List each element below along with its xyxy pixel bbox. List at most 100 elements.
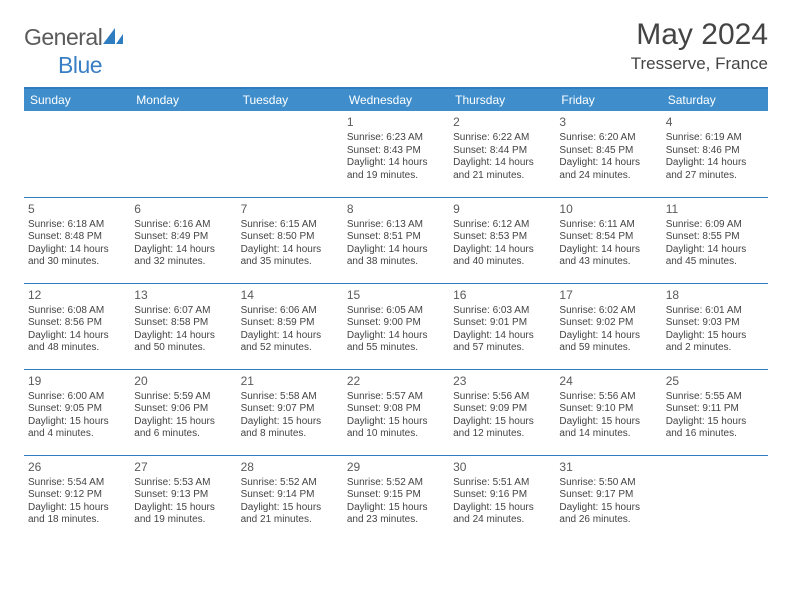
sunrise-line: Sunrise: 5:59 AM <box>134 391 232 404</box>
sunrise-line: Sunrise: 5:56 AM <box>559 391 657 404</box>
sunrise-line: Sunrise: 6:09 AM <box>666 219 764 232</box>
sunset-line: Sunset: 8:55 PM <box>666 231 764 244</box>
day-cell: 30Sunrise: 5:51 AMSunset: 9:16 PMDayligh… <box>449 455 555 541</box>
logo: GeneralBlue <box>24 18 123 79</box>
sunset-line: Sunset: 8:58 PM <box>134 317 232 330</box>
sunrise-line: Sunrise: 6:13 AM <box>347 219 445 232</box>
daylight-line: Daylight: 14 hours and 50 minutes. <box>134 330 232 355</box>
sunrise-line: Sunrise: 6:15 AM <box>241 219 339 232</box>
daylight-line: Daylight: 14 hours and 40 minutes. <box>453 244 551 269</box>
day-cell: 2Sunrise: 6:22 AMSunset: 8:44 PMDaylight… <box>449 111 555 197</box>
sunset-line: Sunset: 9:07 PM <box>241 403 339 416</box>
day-number: 18 <box>666 288 764 305</box>
sunrise-line: Sunrise: 5:58 AM <box>241 391 339 404</box>
sunset-line: Sunset: 8:59 PM <box>241 317 339 330</box>
week-row: 12Sunrise: 6:08 AMSunset: 8:56 PMDayligh… <box>24 283 768 369</box>
day-cell: 4Sunrise: 6:19 AMSunset: 8:46 PMDaylight… <box>662 111 768 197</box>
sunset-line: Sunset: 9:05 PM <box>28 403 126 416</box>
sunrise-line: Sunrise: 5:54 AM <box>28 477 126 490</box>
sunset-line: Sunset: 9:02 PM <box>559 317 657 330</box>
day-cell: 3Sunrise: 6:20 AMSunset: 8:45 PMDaylight… <box>555 111 661 197</box>
daylight-line: Daylight: 14 hours and 48 minutes. <box>28 330 126 355</box>
day-number: 7 <box>241 202 339 219</box>
daylight-line: Daylight: 15 hours and 23 minutes. <box>347 502 445 527</box>
dayhead-saturday: Saturday <box>662 88 768 111</box>
day-number: 14 <box>241 288 339 305</box>
sunset-line: Sunset: 9:14 PM <box>241 489 339 502</box>
daylight-line: Daylight: 14 hours and 55 minutes. <box>347 330 445 355</box>
day-cell: 1Sunrise: 6:23 AMSunset: 8:43 PMDaylight… <box>343 111 449 197</box>
sunset-line: Sunset: 8:54 PM <box>559 231 657 244</box>
sunset-line: Sunset: 8:56 PM <box>28 317 126 330</box>
day-number: 29 <box>347 460 445 477</box>
day-cell: 19Sunrise: 6:00 AMSunset: 9:05 PMDayligh… <box>24 369 130 455</box>
day-number: 30 <box>453 460 551 477</box>
day-cell: 23Sunrise: 5:56 AMSunset: 9:09 PMDayligh… <box>449 369 555 455</box>
day-cell <box>237 111 343 197</box>
day-number: 9 <box>453 202 551 219</box>
daylight-line: Daylight: 15 hours and 6 minutes. <box>134 416 232 441</box>
sunrise-line: Sunrise: 6:05 AM <box>347 305 445 318</box>
day-cell: 25Sunrise: 5:55 AMSunset: 9:11 PMDayligh… <box>662 369 768 455</box>
sunset-line: Sunset: 8:53 PM <box>453 231 551 244</box>
day-cell: 16Sunrise: 6:03 AMSunset: 9:01 PMDayligh… <box>449 283 555 369</box>
day-number: 23 <box>453 374 551 391</box>
sunset-line: Sunset: 9:17 PM <box>559 489 657 502</box>
week-row: 19Sunrise: 6:00 AMSunset: 9:05 PMDayligh… <box>24 369 768 455</box>
week-row: 26Sunrise: 5:54 AMSunset: 9:12 PMDayligh… <box>24 455 768 541</box>
daylight-line: Daylight: 15 hours and 18 minutes. <box>28 502 126 527</box>
daylight-line: Daylight: 14 hours and 59 minutes. <box>559 330 657 355</box>
daylight-line: Daylight: 15 hours and 4 minutes. <box>28 416 126 441</box>
calendar-page: GeneralBlue May 2024 Tresserve, France S… <box>0 0 792 541</box>
day-number: 5 <box>28 202 126 219</box>
day-number: 2 <box>453 115 551 132</box>
logo-sail-icon <box>103 25 123 52</box>
day-cell: 15Sunrise: 6:05 AMSunset: 9:00 PMDayligh… <box>343 283 449 369</box>
sunset-line: Sunset: 8:51 PM <box>347 231 445 244</box>
sunset-line: Sunset: 8:43 PM <box>347 145 445 158</box>
day-number: 26 <box>28 460 126 477</box>
day-number: 10 <box>559 202 657 219</box>
sunrise-line: Sunrise: 5:50 AM <box>559 477 657 490</box>
sunset-line: Sunset: 8:46 PM <box>666 145 764 158</box>
day-number: 31 <box>559 460 657 477</box>
day-cell: 26Sunrise: 5:54 AMSunset: 9:12 PMDayligh… <box>24 455 130 541</box>
logo-text-general: General <box>24 24 102 50</box>
daylight-line: Daylight: 15 hours and 24 minutes. <box>453 502 551 527</box>
calendar-body: 1Sunrise: 6:23 AMSunset: 8:43 PMDaylight… <box>24 111 768 541</box>
page-title: May 2024 <box>631 18 768 52</box>
day-cell: 8Sunrise: 6:13 AMSunset: 8:51 PMDaylight… <box>343 197 449 283</box>
sunrise-line: Sunrise: 5:51 AM <box>453 477 551 490</box>
sunset-line: Sunset: 9:09 PM <box>453 403 551 416</box>
sunrise-line: Sunrise: 6:01 AM <box>666 305 764 318</box>
sunrise-line: Sunrise: 6:20 AM <box>559 132 657 145</box>
logo-text-blue: Blue <box>24 52 102 78</box>
sunset-line: Sunset: 9:16 PM <box>453 489 551 502</box>
daylight-line: Daylight: 15 hours and 19 minutes. <box>134 502 232 527</box>
day-cell: 22Sunrise: 5:57 AMSunset: 9:08 PMDayligh… <box>343 369 449 455</box>
day-number: 17 <box>559 288 657 305</box>
daylight-line: Daylight: 14 hours and 43 minutes. <box>559 244 657 269</box>
sunrise-line: Sunrise: 5:52 AM <box>241 477 339 490</box>
daylight-line: Daylight: 14 hours and 30 minutes. <box>28 244 126 269</box>
dayhead-monday: Monday <box>130 88 236 111</box>
daylight-line: Daylight: 14 hours and 38 minutes. <box>347 244 445 269</box>
sunrise-line: Sunrise: 5:53 AM <box>134 477 232 490</box>
sunset-line: Sunset: 9:12 PM <box>28 489 126 502</box>
daylight-line: Daylight: 15 hours and 14 minutes. <box>559 416 657 441</box>
day-number: 12 <box>28 288 126 305</box>
dayhead-sunday: Sunday <box>24 88 130 111</box>
sunrise-line: Sunrise: 5:55 AM <box>666 391 764 404</box>
day-number: 21 <box>241 374 339 391</box>
dayhead-friday: Friday <box>555 88 661 111</box>
sunset-line: Sunset: 9:03 PM <box>666 317 764 330</box>
sunrise-line: Sunrise: 6:06 AM <box>241 305 339 318</box>
sunrise-line: Sunrise: 6:03 AM <box>453 305 551 318</box>
day-cell: 27Sunrise: 5:53 AMSunset: 9:13 PMDayligh… <box>130 455 236 541</box>
sunset-line: Sunset: 8:50 PM <box>241 231 339 244</box>
dayhead-wednesday: Wednesday <box>343 88 449 111</box>
week-row: 5Sunrise: 6:18 AMSunset: 8:48 PMDaylight… <box>24 197 768 283</box>
day-header-row: Sunday Monday Tuesday Wednesday Thursday… <box>24 88 768 111</box>
day-cell <box>130 111 236 197</box>
day-number: 22 <box>347 374 445 391</box>
